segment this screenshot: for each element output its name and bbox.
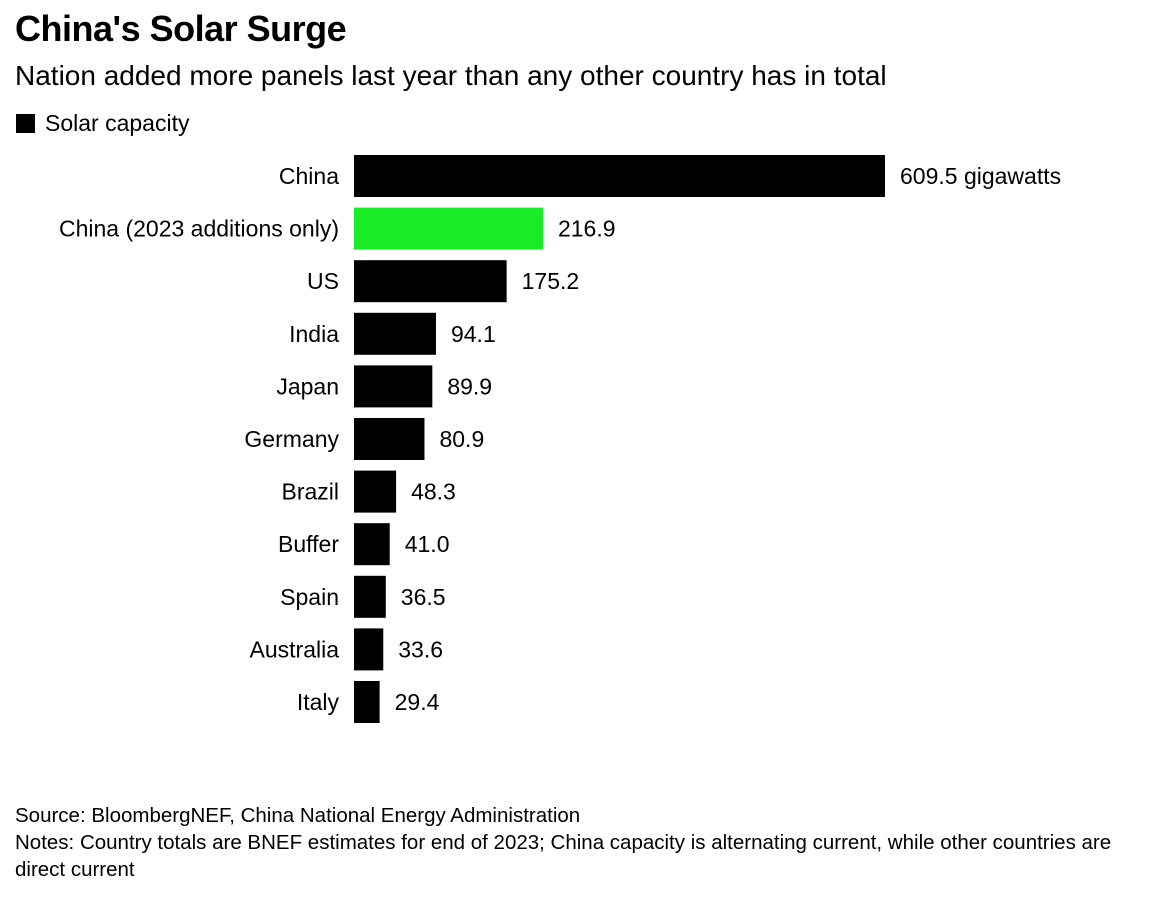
bar (354, 470, 397, 513)
bar (354, 207, 543, 250)
category-label: Australia (250, 636, 340, 662)
category-label: Buffer (278, 531, 339, 557)
category-label: India (289, 321, 339, 347)
chart-subtitle: Nation added more panels last year than … (15, 60, 887, 91)
category-label: Germany (244, 426, 339, 452)
value-label: 175.2 (522, 268, 580, 294)
legend-swatch (16, 114, 35, 133)
bar (354, 681, 380, 723)
value-label: 80.9 (439, 426, 484, 452)
bar-chart: China 609.5 gigawatts China (2023 addition… (59, 155, 1061, 723)
category-label: China (2023 additions only) (59, 216, 339, 242)
bar (354, 418, 425, 460)
bar (354, 312, 436, 355)
category-label: Brazil (281, 479, 339, 505)
category-label: Japan (276, 373, 339, 399)
bar (354, 575, 386, 618)
value-label: 216.9 (558, 216, 616, 242)
value-label: 29.4 (395, 689, 440, 715)
legend: Solar capacity (16, 110, 189, 137)
source-note: Source: BloombergNEF, China National Ene… (15, 804, 581, 827)
value-label: 36.5 (401, 584, 446, 610)
value-label: 89.9 (447, 373, 492, 399)
category-label: US (307, 268, 339, 294)
chart-title: China's Solar Surge (15, 8, 347, 49)
footer: Source: BloombergNEF, China National Ene… (15, 802, 1145, 883)
value-label: 48.3 (411, 479, 456, 505)
value-label: 33.6 (398, 636, 443, 662)
value-label: 609.5 gigawatts (900, 163, 1061, 189)
bar (354, 628, 384, 671)
notes: Notes: Country totals are BNEF estimates… (15, 831, 1112, 881)
bar (354, 155, 885, 197)
category-label: China (279, 163, 339, 189)
value-label: 41.0 (405, 531, 450, 557)
legend-label: Solar capacity (45, 110, 190, 136)
category-label: Italy (297, 689, 340, 715)
value-label: 94.1 (451, 321, 496, 347)
category-label: Spain (280, 584, 339, 610)
bar (354, 365, 433, 408)
bar (354, 523, 390, 566)
bar (354, 260, 507, 303)
